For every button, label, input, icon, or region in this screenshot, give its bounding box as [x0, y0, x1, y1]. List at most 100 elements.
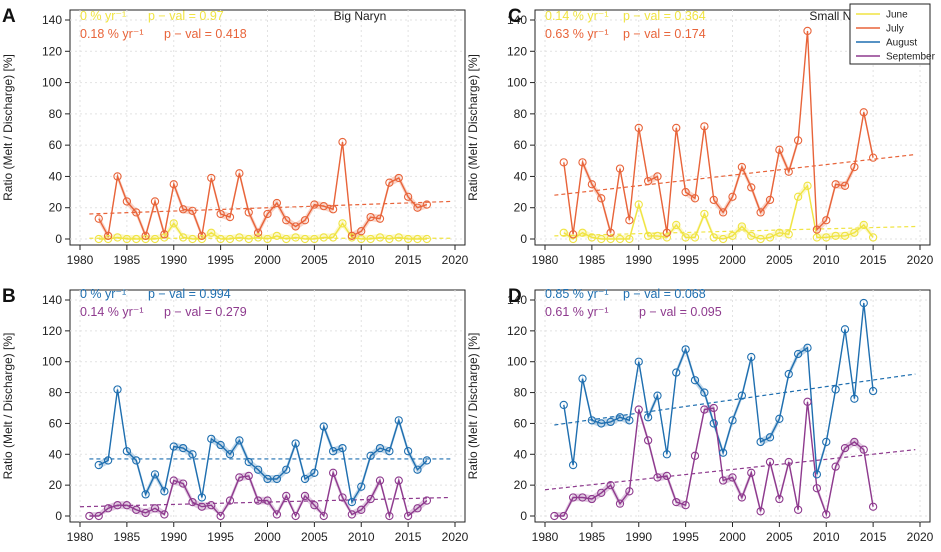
trend-line	[79, 496, 451, 508]
data-point	[765, 195, 775, 205]
data-point	[578, 374, 587, 383]
data-point	[113, 172, 122, 181]
data-point	[225, 212, 235, 222]
data-point	[216, 234, 225, 244]
data-point	[568, 493, 578, 502]
data-point	[643, 436, 653, 445]
data-point	[681, 233, 690, 242]
data-point	[282, 234, 291, 244]
data-point	[615, 234, 625, 244]
stat-rate: 0.18 % yr⁻¹	[80, 27, 144, 41]
data-point	[559, 511, 568, 521]
data-point	[366, 212, 375, 222]
data-point	[643, 413, 653, 422]
data-point	[291, 511, 300, 521]
data-point	[357, 505, 366, 514]
data-point	[784, 230, 793, 239]
data-point	[672, 123, 681, 133]
data-point	[132, 456, 141, 465]
data-point	[319, 233, 328, 242]
data-point	[291, 439, 300, 448]
data-point	[653, 231, 662, 241]
data-point	[709, 419, 718, 428]
data-point	[394, 476, 403, 485]
data-point	[568, 460, 578, 470]
data-point	[765, 457, 775, 467]
data-point	[235, 169, 244, 178]
panel-a: 1980 1985 1990 1995 2000 2005 2010 2015 2020 0 20 4…	[1, 6, 469, 267]
data-point	[385, 234, 394, 244]
x-tick-label: 2000	[254, 253, 281, 267]
data-point	[113, 501, 122, 510]
x-tick-label: 2020	[442, 253, 469, 267]
data-point	[103, 504, 113, 513]
data-point	[366, 234, 375, 244]
data-point	[310, 468, 319, 477]
y-tick-label: 80	[514, 107, 528, 121]
panel-letter: D	[508, 286, 522, 307]
y-tick-label: 40	[514, 169, 528, 183]
x-tick-label: 1990	[625, 530, 652, 544]
data-point	[291, 233, 300, 242]
data-point	[718, 448, 728, 457]
data-point	[338, 219, 347, 228]
data-point	[568, 234, 578, 244]
data-point	[868, 502, 878, 511]
data-point	[822, 233, 831, 242]
x-tick-label: 2005	[301, 530, 328, 544]
y-tick-label: 60	[49, 416, 63, 430]
data-point	[850, 228, 859, 237]
y-tick-label: 0	[520, 509, 527, 523]
x-tick-label: 1990	[625, 253, 652, 267]
data-point	[169, 442, 178, 451]
data-point	[366, 451, 375, 460]
data-point	[690, 194, 700, 203]
data-point	[747, 231, 756, 241]
data-point	[859, 220, 868, 230]
data-point	[394, 233, 403, 242]
x-tick-label: 1985	[114, 530, 141, 544]
data-point	[385, 447, 394, 456]
data-point	[803, 343, 812, 352]
y-tick-label: 140	[42, 13, 62, 27]
legend-label: June	[886, 10, 908, 21]
data-point	[559, 158, 568, 167]
data-point	[244, 234, 253, 244]
data-point	[319, 201, 328, 211]
data-point	[859, 108, 868, 117]
x-tick-label: 2010	[348, 530, 375, 544]
data-point	[253, 496, 263, 505]
x-tick-label: 2000	[719, 253, 746, 267]
x-tick-label: 2000	[719, 530, 746, 544]
y-tick-label: 140	[507, 293, 527, 307]
data-point	[235, 473, 244, 482]
data-point	[94, 234, 103, 244]
data-point	[94, 460, 103, 470]
data-point	[559, 400, 568, 410]
data-point	[709, 403, 718, 413]
data-point	[840, 443, 850, 453]
data-point	[840, 181, 850, 190]
data-point	[150, 197, 160, 206]
data-point	[803, 181, 812, 190]
data-point	[291, 222, 300, 231]
data-point	[587, 180, 597, 189]
data-point	[150, 470, 160, 479]
data-point	[672, 497, 681, 507]
stat-pvalue: p − val = 0.068	[623, 287, 706, 301]
data-point	[747, 352, 756, 362]
data-point	[606, 228, 615, 237]
data-point	[207, 228, 216, 237]
data-point	[132, 234, 141, 244]
data-point	[169, 180, 178, 189]
data-point	[122, 234, 132, 244]
panel-letter: B	[2, 286, 16, 307]
data-point	[272, 231, 282, 241]
data-point	[357, 227, 366, 236]
data-point	[765, 433, 775, 442]
data-point	[550, 511, 559, 521]
data-point	[141, 490, 150, 499]
stat-pvalue: p − val = 0.994	[148, 287, 231, 301]
x-tick-label: 1990	[160, 530, 187, 544]
data-point	[366, 494, 375, 504]
